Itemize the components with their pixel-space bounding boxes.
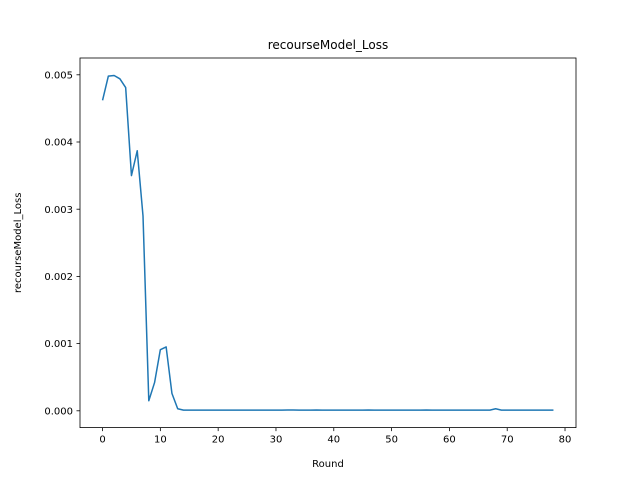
x-tick-label: 20 — [212, 435, 225, 446]
tick-layer: 0 10 20 30 40 50 60 70 80 0.000 0.001 0.002 0.003 0.0… — [44, 70, 571, 445]
x-axis-label: Round — [312, 459, 344, 470]
y-tick-label: 0.000 — [44, 406, 73, 417]
x-tick-label: 30 — [270, 435, 283, 446]
chart-title: recourseModel_Loss — [268, 38, 389, 52]
y-tick-label: 0.001 — [44, 339, 73, 350]
x-tick-label: 80 — [559, 435, 572, 446]
x-tick-label: 50 — [385, 435, 398, 446]
y-axis-label: recourseModel_Loss — [13, 193, 24, 293]
x-tick-label: 60 — [443, 435, 456, 446]
x-tick-label: 10 — [154, 435, 167, 446]
x-tick-label: 70 — [501, 435, 514, 446]
x-tick-label: 0 — [99, 435, 105, 446]
series-layer — [101, 74, 554, 411]
y-tick-label: 0.005 — [44, 70, 73, 81]
plot-area — [80, 58, 576, 428]
y-tick-label: 0.003 — [44, 205, 73, 216]
y-tick-label: 0.004 — [44, 138, 73, 149]
y-tick-label: 0.002 — [44, 272, 73, 283]
series-line-0 — [101, 74, 554, 411]
plot-frame — [79, 57, 577, 429]
x-tick-label: 40 — [327, 435, 340, 446]
